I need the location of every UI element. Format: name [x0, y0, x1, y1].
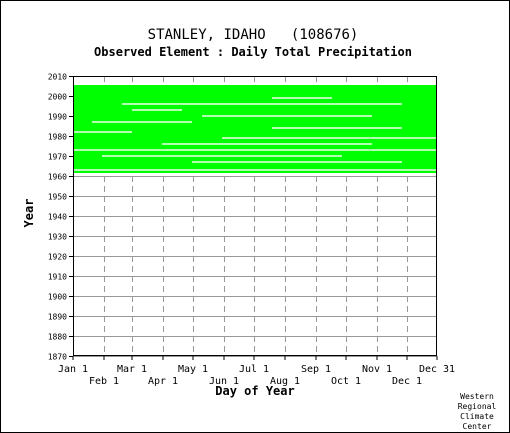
y-tick-label: 1980 [48, 133, 67, 142]
chart-subtitle: Observed Element : Daily Total Precipita… [94, 45, 412, 59]
y-tick-label: 1930 [48, 233, 67, 242]
y-tick-label: 1990 [48, 113, 67, 122]
y-tick-label: 2000 [48, 93, 67, 102]
y-tick-label: 1950 [48, 193, 67, 202]
x-tick-label: Sep 1 [301, 364, 331, 375]
x-tick-label: Apr 1 [148, 376, 178, 387]
data-gap [73, 169, 437, 171]
data-gap [272, 127, 402, 129]
y-tick-label: 1960 [48, 173, 67, 182]
y-tick-label: 1940 [48, 213, 67, 222]
x-tick-label: Jun 1 [209, 376, 239, 387]
credit-line: Climate [460, 412, 494, 421]
x-axis-label: Day of Year [215, 384, 294, 398]
y-tick-label: 1880 [48, 333, 67, 342]
data-gap [73, 131, 132, 133]
data-gap [92, 121, 192, 123]
y-tick-label: 1870 [48, 353, 67, 362]
plot-border [73, 76, 437, 356]
data-gap [162, 143, 372, 145]
data-gap [122, 103, 402, 105]
y-tick-label: 1970 [48, 153, 67, 162]
data-gap [272, 97, 332, 99]
data-gap [132, 109, 182, 111]
y-tick-label: 2010 [48, 73, 67, 82]
y-tick-label: 1910 [48, 273, 67, 282]
y-tick-label: 1890 [48, 313, 67, 322]
data-gap [192, 161, 402, 163]
y-axis-label: Year [22, 199, 36, 228]
data-gap [222, 137, 437, 139]
data-gap [202, 115, 372, 117]
credit-line: Western [460, 392, 494, 401]
y-tick-label: 1900 [48, 293, 67, 302]
x-tick-label: Dec 1 [392, 376, 422, 387]
x-tick-label: Jan 1 [58, 364, 88, 375]
y-tick-label: 1920 [48, 253, 67, 262]
credit-line: Center [463, 422, 492, 431]
x-tick-label: Aug 1 [270, 376, 300, 387]
x-tick-label: May 1 [178, 364, 208, 375]
data-gap [102, 155, 342, 157]
x-tick-label: Nov 1 [362, 364, 392, 375]
data-gap [73, 149, 437, 151]
credit-line: Regional [458, 402, 497, 411]
x-tick-label: Mar 1 [117, 364, 147, 375]
x-tick-label: Dec 31 [419, 364, 455, 375]
x-tick-label: Feb 1 [89, 376, 119, 387]
x-tick-label: Jul 1 [239, 364, 269, 375]
chart-title: STANLEY, IDAHO (108676) [148, 27, 359, 43]
credit-block: Western Regional Climate Center [458, 392, 497, 431]
data-band [73, 85, 437, 173]
x-tick-label: Oct 1 [331, 376, 361, 387]
